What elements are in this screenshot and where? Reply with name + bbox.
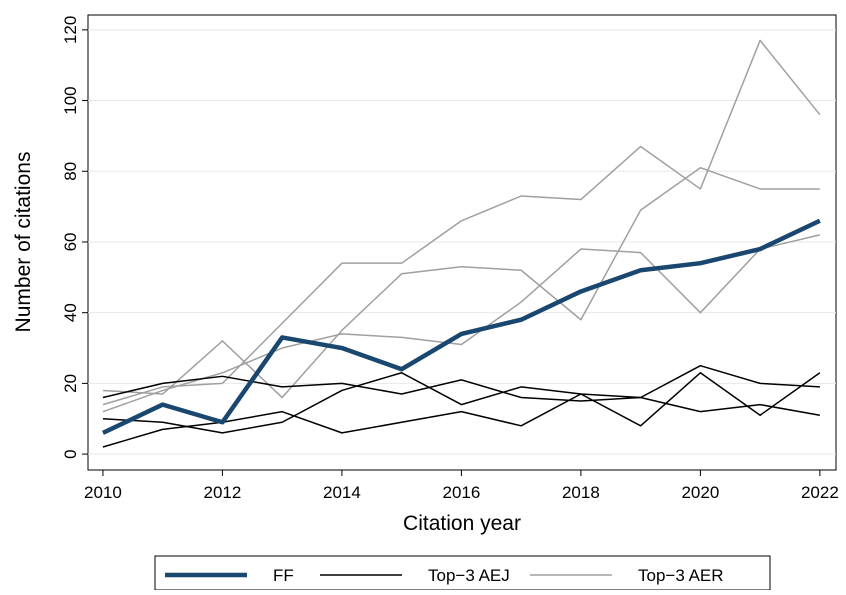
legend-box (154, 555, 771, 591)
x-tick-label: 2018 (562, 483, 600, 502)
y-tick-label: 80 (61, 162, 80, 181)
y-tick-label: 0 (61, 449, 80, 458)
y-tick-label: 40 (61, 303, 80, 322)
series-line (102, 39, 821, 406)
y-tick-label: 20 (61, 374, 80, 393)
x-tick-label: 2014 (323, 483, 361, 502)
legend-label: FF (273, 566, 294, 585)
series-line (102, 166, 820, 399)
legend-label: Top−3 AER (638, 566, 724, 585)
x-tick-label: 2010 (84, 483, 122, 502)
series-line (102, 372, 821, 434)
series-line (101, 218, 821, 435)
plot-area (87, 14, 837, 471)
x-tick-label: 2012 (204, 483, 242, 502)
series-line (102, 234, 821, 413)
x-tick-label: 2020 (681, 483, 719, 502)
y-tick-label: 100 (61, 86, 80, 114)
y-axis-title: Number of citations (12, 152, 35, 333)
y-tick-label: 120 (61, 16, 80, 44)
series-line (102, 364, 820, 402)
x-tick-label: 2016 (442, 483, 480, 502)
y-tick-label: 60 (61, 233, 80, 252)
legend-label: Top−3 AEJ (428, 566, 510, 585)
x-tick-label: 2022 (801, 483, 839, 502)
x-axis-title: Citation year (403, 512, 521, 535)
